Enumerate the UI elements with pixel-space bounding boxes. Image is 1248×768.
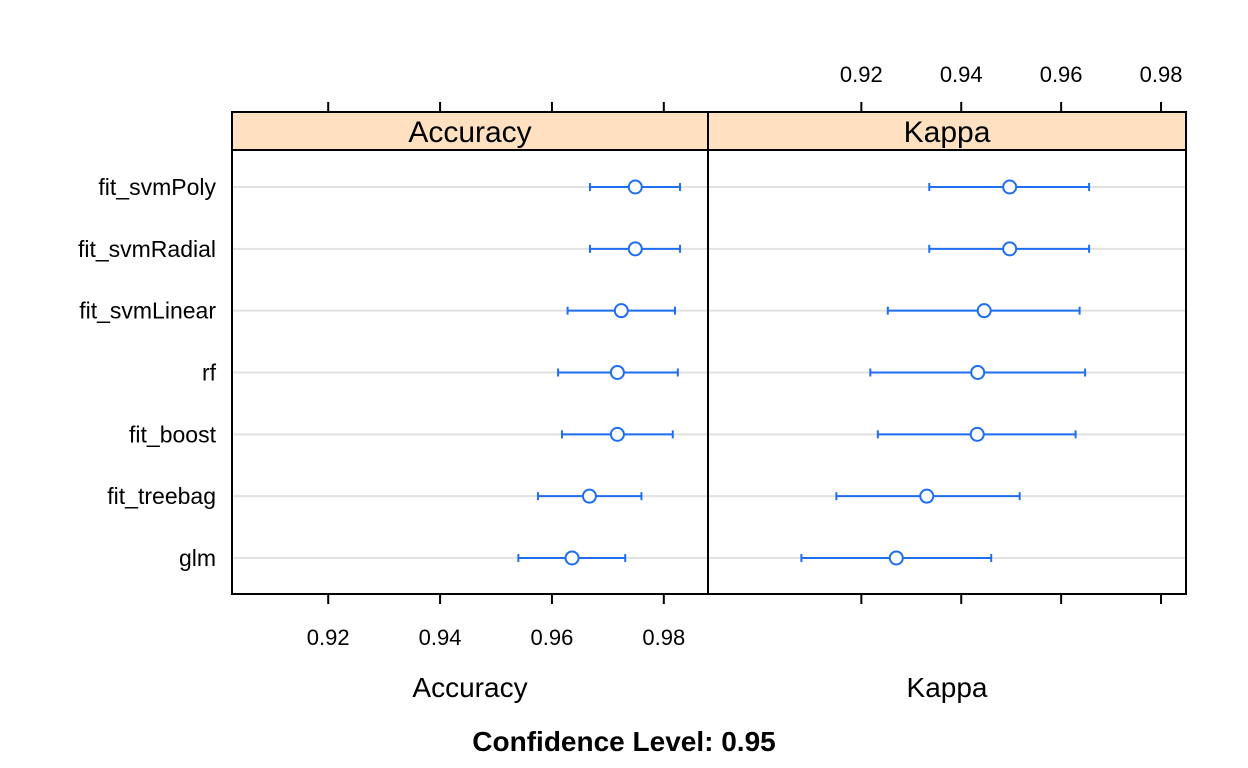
point-estimate-fit_svmRadial: [627, 241, 643, 257]
chart-footer-confidence: Confidence Level: 0.95: [472, 726, 775, 757]
tick-label: 0.94: [419, 625, 462, 650]
point-estimate-fit_treebag: [581, 488, 597, 504]
point-estimate-fit_boost: [969, 426, 985, 442]
panel-frame: [707, 111, 1187, 595]
strip-label: Accuracy: [408, 116, 531, 149]
tick-label: 0.94: [940, 62, 983, 87]
point-estimate-fit_boost: [609, 426, 625, 442]
strip-header: [231, 111, 709, 151]
panel-frame: [231, 111, 709, 595]
tick-label: 0.96: [1040, 62, 1083, 87]
strip-header: [707, 111, 1187, 151]
model-label: fit_treebag: [107, 483, 216, 509]
x-axis-label: Accuracy: [412, 672, 527, 703]
model-label: fit_svmRadial: [78, 236, 216, 262]
model-label: fit_svmPoly: [98, 174, 216, 200]
model-label: glm: [179, 545, 216, 571]
strip-label: Kappa: [904, 116, 991, 149]
tick-label: 0.98: [642, 625, 685, 650]
point-estimate-fit_svmLinear: [976, 303, 992, 319]
x-axis-label: Kappa: [907, 672, 988, 703]
point-estimate-fit_svmRadial: [1002, 241, 1018, 257]
model-label: fit_boost: [129, 421, 217, 447]
panel-accuracy: Accuracy 0.92 0.94 0.96 0.98 Accuracy: [231, 102, 709, 703]
panel-kappa: Kappa 0.92 0.94 0.96 0.98 Kappa: [707, 62, 1187, 703]
point-estimate-rf: [609, 364, 625, 380]
tick-label: 0.92: [307, 625, 350, 650]
model-label: fit_svmLinear: [79, 298, 216, 324]
point-estimate-glm: [564, 550, 580, 566]
point-estimate-fit_svmPoly: [627, 179, 643, 195]
point-estimate-fit_treebag: [919, 488, 935, 504]
tick-label: 0.92: [840, 62, 883, 87]
point-estimate-fit_svmLinear: [613, 303, 629, 319]
point-estimate-rf: [970, 364, 986, 380]
tick-label: 0.96: [531, 625, 574, 650]
model-label: rf: [202, 359, 217, 385]
tick-label: 0.98: [1140, 62, 1183, 87]
point-estimate-glm: [888, 550, 904, 566]
point-estimate-fit_svmPoly: [1002, 179, 1018, 195]
